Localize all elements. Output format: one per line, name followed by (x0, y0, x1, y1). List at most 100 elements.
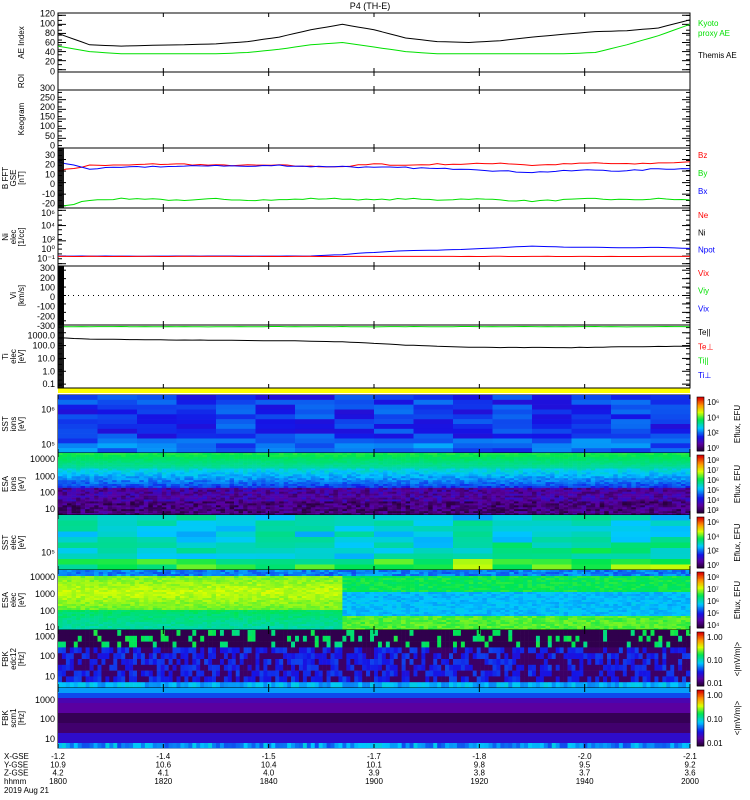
spectrogram-cell (351, 476, 357, 479)
spectrogram-cell (202, 478, 208, 481)
spectrogram-cell (364, 507, 370, 510)
spectrogram-cell (658, 472, 664, 475)
spectrogram-cell (112, 497, 117, 500)
spectrogram-cell (334, 443, 375, 449)
spectrogram-cell (450, 474, 456, 477)
spectrogram-cell (116, 476, 122, 479)
spectrogram-cell (270, 495, 275, 498)
spectrogram-cell (644, 464, 650, 467)
spectrogram-cell (283, 493, 289, 496)
spectrogram-cell (626, 485, 632, 489)
spectrogram-cell (328, 476, 334, 479)
spectrogram-cell (414, 513, 420, 516)
spectrogram-cell (667, 468, 673, 471)
spectrogram-cell (495, 507, 501, 510)
spectrogram-cell (134, 485, 140, 489)
spectrogram-cell (446, 468, 452, 471)
spectrogram-cell (355, 509, 361, 512)
spectrogram-cell (491, 476, 497, 479)
spectrogram-cell (401, 509, 406, 512)
spectrogram-cell (274, 507, 280, 510)
spectrogram-cell (261, 466, 266, 469)
spectrogram-cell (649, 454, 655, 458)
spectrogram-cell (107, 503, 113, 506)
spectrogram-cell (85, 509, 90, 512)
spectrogram-cell (572, 464, 578, 467)
spectrogram-cell (504, 501, 510, 504)
spectrogram-cell (649, 513, 655, 516)
spectrogram-cell (188, 495, 194, 498)
spectrogram-cell (197, 472, 203, 475)
spectrogram-cell (649, 482, 655, 485)
spectrogram-cell (319, 454, 325, 458)
spectrogram-cell (292, 509, 298, 512)
spectrogram-cell (292, 474, 298, 477)
spectrogram-cell (288, 491, 294, 494)
spectrogram-cell (80, 499, 86, 502)
spectrogram-cell (125, 493, 131, 496)
spectrogram-cell (568, 462, 573, 465)
spectrogram-cell (188, 485, 194, 489)
spectrogram-cell (225, 456, 230, 460)
spectrogram-cell (586, 480, 591, 483)
spectrogram-cell (107, 453, 113, 456)
spectrogram-cell (419, 456, 424, 460)
spectrogram-cell (437, 458, 443, 462)
spectrogram-cell (238, 511, 244, 514)
spectrogram-cell (536, 513, 542, 516)
spectrogram-cell (62, 484, 68, 487)
spectrogram-cell (383, 489, 388, 493)
spectrogram-cell (121, 487, 127, 491)
spectrogram-cell (568, 484, 573, 487)
spectrogram-cell (80, 456, 86, 460)
spectrogram-cell (337, 468, 343, 471)
spectrogram-cell (161, 493, 167, 496)
spectrogram-cell (477, 453, 483, 456)
spectrogram-cell (315, 462, 321, 465)
spectrogram-cell (446, 482, 452, 485)
spectrogram-cell (464, 456, 470, 460)
spectrogram-cell (188, 478, 194, 481)
spectrogram-cell (184, 462, 190, 465)
spectrogram-cell (500, 509, 506, 512)
spectrogram-cell (255, 448, 296, 454)
spectrogram-cell (532, 468, 537, 471)
spectrogram-cell (279, 487, 285, 491)
spectrogram-cell (206, 464, 212, 467)
spectrogram-cell (161, 460, 167, 463)
spectrogram-cell (500, 454, 506, 458)
spectrogram-cell (369, 499, 375, 502)
spectrogram-cell (486, 484, 492, 487)
spectrogram-cell (559, 482, 564, 485)
spectrogram-cell (653, 509, 659, 512)
ytick-label: 20 (45, 57, 55, 67)
spectrogram-cell (401, 497, 406, 500)
spectrogram-cell (71, 480, 77, 483)
spectrogram-cell (482, 491, 488, 494)
spectrogram-cell (590, 507, 596, 510)
spectrogram-cell (152, 501, 158, 504)
spectrogram-cell (360, 474, 366, 477)
spectrogram-cell (328, 453, 334, 456)
spectrogram-cell (130, 485, 136, 489)
spectrogram-cell (527, 466, 533, 469)
spectrogram-cell (432, 456, 438, 460)
spectrogram-cell (319, 474, 325, 477)
spectrogram-cell (229, 480, 235, 483)
spectrogram-cell (206, 462, 212, 465)
spectrogram-cell (509, 489, 515, 493)
spectrogram-cell (62, 503, 68, 506)
spectrogram-cell (518, 478, 524, 481)
spectrogram-cell (468, 458, 474, 462)
spectrogram-cell (671, 456, 677, 460)
spectrogram-cell (261, 484, 266, 487)
spectrogram-cell (604, 466, 610, 469)
spectrogram-cell (346, 489, 352, 493)
spectrogram-cell (491, 513, 497, 516)
spectrogram-cell (310, 453, 316, 456)
spectrogram-cell (315, 484, 321, 487)
spectrogram-cell (179, 476, 185, 479)
spectrogram-cell (342, 487, 348, 491)
spectrogram-cell (211, 482, 217, 485)
spectrogram-cell (464, 472, 470, 475)
